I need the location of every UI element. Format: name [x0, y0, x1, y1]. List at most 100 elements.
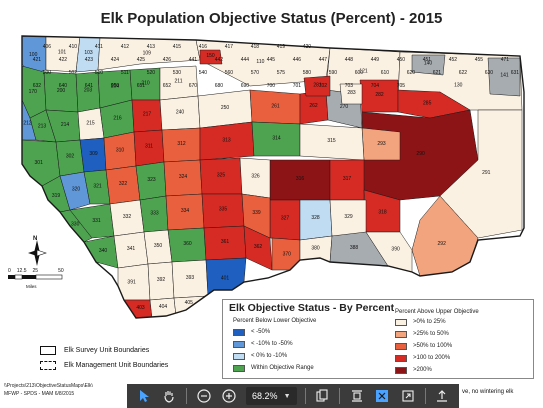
scale-tick: 0 — [8, 268, 11, 274]
unit-number-label: 426 — [163, 57, 172, 63]
unit-number-label: 212 — [23, 121, 32, 127]
zoom-out-button[interactable] — [195, 387, 213, 405]
unit-number-label: 406 — [43, 44, 52, 50]
unit-number-label: 322 — [119, 181, 128, 187]
unit-number-label: 650 — [111, 83, 120, 89]
unit-number-label: 410 — [69, 44, 78, 50]
unit-number-label: 270 — [340, 104, 349, 110]
unit-number-label: 500 — [43, 70, 52, 76]
unit-number-label: 314 — [272, 136, 281, 142]
legend-label: < -50% — [251, 329, 271, 335]
unit-number-label: 140 — [424, 60, 433, 66]
unit-number-label: 309 — [89, 151, 98, 157]
toolbar-separator — [186, 388, 187, 404]
hand-icon — [164, 391, 174, 403]
unit-number-label: 315 — [327, 138, 336, 144]
unit-number-label: 334 — [181, 208, 190, 214]
unit-number-label: 540 — [199, 70, 208, 76]
legend-label: >25% to 50% — [413, 331, 449, 337]
legend-swatch — [233, 364, 245, 372]
unit-number-label: 317 — [343, 176, 352, 182]
legend-above-heading: Percent Above Upper Objective — [395, 309, 479, 315]
unit-number-label: 449 — [371, 57, 380, 63]
unit-number-label: 700 — [267, 83, 276, 89]
single-page-button[interactable] — [348, 387, 366, 405]
zoom-level-dropdown[interactable]: 68.2% ▼ — [246, 387, 297, 405]
toolbar-separator — [304, 388, 306, 404]
legend-note-text: ve, no wintering elk — [462, 389, 514, 395]
legend-label: < 0% to -10% — [251, 353, 288, 359]
unit-number-label: 446 — [293, 57, 302, 63]
unit-number-label: 325 — [217, 173, 226, 179]
legend-item-above-50-100: >50% to 100% — [395, 342, 452, 350]
hand-tool-button[interactable] — [161, 387, 179, 405]
unit-number-label: 110 — [256, 59, 264, 65]
unit-number-label: 450 — [397, 57, 406, 63]
unit-number-label: 670 — [189, 83, 198, 89]
unit-number-label: 350 — [154, 243, 163, 249]
unit-number-label: 316 — [296, 176, 305, 182]
unit-number-label: 690 — [241, 83, 250, 89]
legend-label: Within Objective Range — [251, 365, 314, 371]
survey-boundary-legend: Elk Survey Unit Boundaries — [40, 346, 149, 355]
hunting-unit-region — [199, 49, 223, 65]
legend-below-heading: Percent Below Lower Objective — [233, 318, 317, 324]
unit-number-label: 323 — [147, 177, 156, 183]
zoom-in-button[interactable] — [221, 387, 239, 405]
scale-tick: 12.5 — [16, 268, 27, 274]
legend-item-below-10-50: < -10% to -50% — [233, 340, 293, 348]
expand-icon — [402, 390, 414, 402]
share-button[interactable] — [433, 387, 451, 405]
unit-number-label: 101 — [58, 50, 67, 56]
legend-item-above-100-200: >100 to 200% — [395, 354, 450, 362]
unit-number-label: 214 — [61, 122, 70, 128]
unit-number-label: 701 — [293, 83, 302, 89]
zoom-value: 68.2% — [252, 391, 278, 401]
unit-number-label: 200 — [57, 88, 66, 94]
unit-number-label: 380 — [311, 246, 320, 252]
unit-number-label: 451 — [423, 57, 432, 63]
unit-number-label: 590 — [329, 70, 338, 76]
unit-number-label: 333 — [150, 211, 159, 217]
unit-number-label: 282 — [375, 92, 384, 98]
unit-number-label: 103 — [84, 50, 93, 56]
unit-number-label: 217 — [143, 112, 152, 118]
unit-number-label: 421 — [33, 57, 42, 63]
rotate-button[interactable] — [313, 387, 331, 405]
presentation-button[interactable] — [399, 387, 417, 405]
unit-number-label: 641 — [85, 83, 94, 89]
fit-page-icon — [376, 390, 389, 402]
pointer-tool-button[interactable] — [135, 387, 153, 405]
unit-number-label: 444 — [241, 57, 250, 63]
unit-number-label: 418 — [251, 44, 260, 50]
page-view-icon — [351, 390, 362, 402]
legend-swatch — [233, 352, 245, 360]
unit-number-label: 413 — [147, 44, 156, 50]
unit-number-label: 331 — [92, 218, 101, 224]
unit-number-label: 401 — [221, 275, 230, 281]
unit-number-label: 393 — [186, 275, 195, 281]
unit-number-label: 630 — [485, 70, 494, 76]
unit-number-label: 313 — [222, 138, 231, 144]
unit-number-label: 510 — [95, 70, 104, 76]
unit-number-label: 425 — [137, 57, 146, 63]
unit-number-label: 448 — [345, 57, 354, 63]
fit-page-button[interactable] — [373, 387, 391, 405]
unit-number-label: 250 — [221, 105, 230, 111]
legend-swatch — [233, 328, 245, 336]
upload-icon — [437, 390, 448, 402]
unit-number-label: 339 — [252, 210, 261, 216]
unit-number-label: 326 — [251, 174, 260, 180]
unit-number-label: 391 — [127, 280, 136, 286]
unit-number-label: 292 — [438, 241, 447, 247]
north-label: N — [33, 236, 38, 242]
solid-boundary-swatch — [40, 346, 56, 355]
unit-number-label: 109 — [143, 50, 152, 56]
unit-number-label: 419 — [277, 44, 286, 50]
legend-swatch — [395, 318, 407, 326]
unit-number-label: 216 — [113, 116, 122, 122]
unit-number-label: 530 — [173, 70, 182, 76]
unit-number-label: 301 — [35, 160, 44, 166]
toolbar-separator — [338, 388, 340, 404]
unit-number-label: 340 — [99, 248, 108, 254]
